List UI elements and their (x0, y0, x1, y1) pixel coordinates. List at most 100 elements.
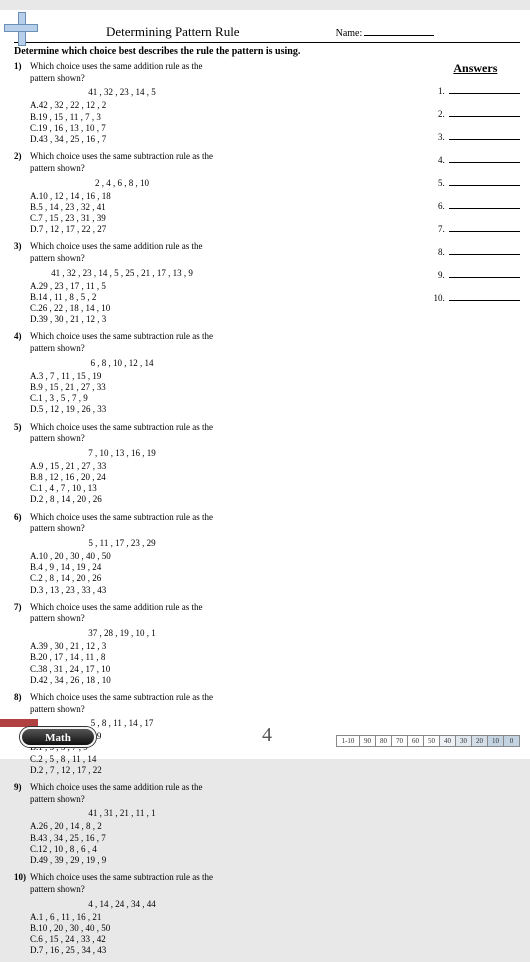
choice[interactable]: D.3 , 13 , 23 , 33 , 43 (30, 585, 214, 595)
answer-line[interactable] (449, 107, 520, 117)
choices: A.9 , 15 , 21 , 27 , 33B.8 , 12 , 16 , 2… (14, 461, 214, 505)
question-text: Which choice uses the same addition rule… (30, 782, 214, 805)
answer-number: 2. (431, 109, 445, 119)
name-input-line[interactable] (364, 35, 434, 36)
answer-row: 6. (431, 199, 520, 211)
choice[interactable]: C.1 , 3 , 5 , 7 , 9 (30, 393, 214, 403)
score-cell: 10 (487, 736, 503, 746)
choice[interactable]: B.4 , 9 , 14 , 19 , 24 (30, 562, 214, 572)
question-number: 4) (14, 331, 30, 354)
red-bar (0, 719, 38, 727)
choice[interactable]: C.6 , 15 , 24 , 33 , 42 (30, 934, 214, 944)
answer-line[interactable] (449, 153, 520, 163)
choices: A.3 , 7 , 11 , 15 , 19B.9 , 15 , 21 , 27… (14, 371, 214, 415)
choice[interactable]: A.10 , 12 , 14 , 16 , 18 (30, 191, 214, 201)
choice[interactable]: A.9 , 15 , 21 , 27 , 33 (30, 461, 214, 471)
choice[interactable]: A.26 , 20 , 14 , 8 , 2 (30, 821, 214, 831)
answer-number: 10. (431, 293, 445, 303)
choice[interactable]: A.1 , 6 , 11 , 16 , 21 (30, 912, 214, 922)
answer-number: 8. (431, 247, 445, 257)
answer-line[interactable] (449, 268, 520, 278)
choice[interactable]: B.43 , 34 , 25 , 16 , 7 (30, 833, 214, 843)
question-text: Which choice uses the same addition rule… (30, 602, 214, 625)
answer-row: 3. (431, 130, 520, 142)
answer-row: 5. (431, 176, 520, 188)
math-badge: Math (20, 727, 96, 747)
choices: A.10 , 12 , 14 , 16 , 18B.5 , 14 , 23 , … (14, 191, 214, 235)
choice[interactable]: C.7 , 15 , 23 , 31 , 39 (30, 213, 214, 223)
answer-line[interactable] (449, 130, 520, 140)
choice[interactable]: C.26 , 22 , 18 , 14 , 10 (30, 303, 214, 313)
answer-line[interactable] (449, 291, 520, 301)
answer-line[interactable] (449, 245, 520, 255)
answer-row: 9. (431, 268, 520, 280)
question-number: 5) (14, 422, 30, 445)
answer-row: 2. (431, 107, 520, 119)
question-sequence: 5 , 11 , 17 , 23 , 29 (14, 538, 214, 548)
question-sequence: 4 , 14 , 24 , 34 , 44 (14, 899, 214, 909)
answer-number: 5. (431, 178, 445, 188)
answer-number: 1. (431, 86, 445, 96)
question-sequence: 6 , 8 , 10 , 12 , 14 (14, 358, 214, 368)
choice[interactable]: A.29 , 23 , 17 , 11 , 5 (30, 281, 214, 291)
answer-row: 10. (431, 291, 520, 303)
question-block: 1)Which choice uses the same addition ru… (14, 61, 220, 145)
answer-number: 6. (431, 201, 445, 211)
answer-line[interactable] (449, 176, 520, 186)
choice[interactable]: A.3 , 7 , 11 , 15 , 19 (30, 371, 214, 381)
question-block: 10)Which choice uses the same subtractio… (14, 872, 220, 956)
choice[interactable]: A.42 , 32 , 22 , 12 , 2 (30, 100, 214, 110)
choice[interactable]: B.19 , 15 , 11 , 7 , 3 (30, 112, 214, 122)
choice[interactable]: B.5 , 14 , 23 , 32 , 41 (30, 202, 214, 212)
choice[interactable]: D.39 , 30 , 21 , 12 , 3 (30, 314, 214, 324)
header-rule (14, 42, 520, 43)
choice[interactable]: B.20 , 17 , 14 , 11 , 8 (30, 652, 214, 662)
choice[interactable]: A.10 , 20 , 30 , 40 , 50 (30, 551, 214, 561)
choice[interactable]: D.42 , 34 , 26 , 18 , 10 (30, 675, 214, 685)
question-number: 1) (14, 61, 30, 84)
answers-title: Answers (431, 61, 520, 76)
question-block: 9)Which choice uses the same addition ru… (14, 782, 220, 866)
answer-line[interactable] (449, 199, 520, 209)
question-sequence: 7 , 10 , 13 , 16 , 19 (14, 448, 214, 458)
question-text: Which choice uses the same addition rule… (30, 241, 214, 264)
choice[interactable]: C.2 , 8 , 14 , 20 , 26 (30, 573, 214, 583)
choice[interactable]: C.19 , 16 , 13 , 10 , 7 (30, 123, 214, 133)
choice[interactable]: A.39 , 30 , 21 , 12 , 3 (30, 641, 214, 651)
score-cell: 0 (503, 736, 519, 746)
answer-line[interactable] (449, 222, 520, 232)
choice[interactable]: B.8 , 12 , 16 , 20 , 24 (30, 472, 214, 482)
answer-row: 7. (431, 222, 520, 234)
answer-line[interactable] (449, 84, 520, 94)
choice[interactable]: D.49 , 39 , 29 , 19 , 9 (30, 855, 214, 865)
choice[interactable]: B.10 , 20 , 30 , 40 , 50 (30, 923, 214, 933)
question-number: 9) (14, 782, 30, 805)
worksheet-page: Determining Pattern Rule Name: Determine… (0, 10, 530, 759)
choice[interactable]: B.9 , 15 , 21 , 27 , 33 (30, 382, 214, 392)
question-number: 2) (14, 151, 30, 174)
choice[interactable]: D.2 , 7 , 12 , 17 , 22 (30, 765, 214, 775)
choice[interactable]: D.43 , 34 , 25 , 16 , 7 (30, 134, 214, 144)
choice[interactable]: D.7 , 16 , 25 , 34 , 43 (30, 945, 214, 955)
choice[interactable]: D.5 , 12 , 19 , 26 , 33 (30, 404, 214, 414)
choice[interactable]: C.2 , 5 , 8 , 11 , 14 (30, 754, 214, 764)
header: Determining Pattern Rule Name: (106, 24, 520, 40)
answer-number: 3. (431, 132, 445, 142)
answers-panel: Answers 1.2.3.4.5.6.7.8.9.10. (425, 61, 520, 962)
answer-number: 9. (431, 270, 445, 280)
choices: A.10 , 20 , 30 , 40 , 50B.4 , 9 , 14 , 1… (14, 551, 214, 595)
footer: Math 4 1-109080706050403020100 (14, 723, 520, 749)
score-cell: 60 (407, 736, 423, 746)
choice[interactable]: B.14 , 11 , 8 , 5 , 2 (30, 292, 214, 302)
choice[interactable]: C.1 , 4 , 7 , 10 , 13 (30, 483, 214, 493)
question-sequence: 41 , 32 , 23 , 14 , 5 (14, 87, 214, 97)
instruction-text: Determine which choice best describes th… (14, 46, 520, 57)
question-text: Which choice uses the same subtraction r… (30, 331, 214, 354)
choices: A.29 , 23 , 17 , 11 , 5B.14 , 11 , 8 , 5… (14, 281, 214, 325)
choice[interactable]: D.2 , 8 , 14 , 20 , 26 (30, 494, 214, 504)
choice[interactable]: C.12 , 10 , 8 , 6 , 4 (30, 844, 214, 854)
question-text: Which choice uses the same subtraction r… (30, 151, 214, 174)
question-text: Which choice uses the same subtraction r… (30, 692, 214, 715)
choice[interactable]: D.7 , 12 , 17 , 22 , 27 (30, 224, 214, 234)
choice[interactable]: C.38 , 31 , 24 , 17 , 10 (30, 664, 214, 674)
